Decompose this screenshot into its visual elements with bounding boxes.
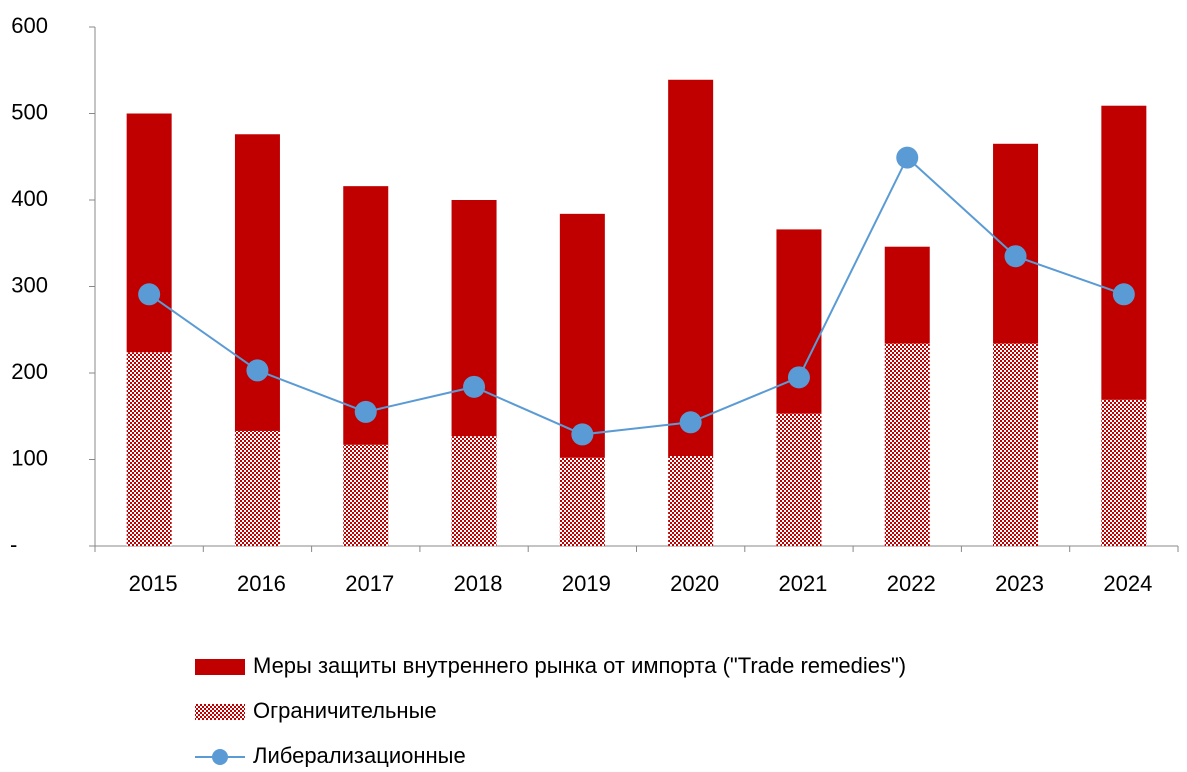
- bar-segment: [1101, 399, 1147, 546]
- bar-segment: [126, 113, 172, 353]
- bar-segment: [776, 413, 822, 546]
- y-tick-label: 500: [11, 99, 48, 124]
- y-tick-label: 300: [11, 272, 48, 297]
- x-tick-label: 2024: [1103, 571, 1152, 596]
- legend-label: Либерализационные: [253, 743, 466, 767]
- bar-segment: [559, 213, 605, 458]
- bar-segment: [559, 457, 605, 546]
- bar-segment: [126, 352, 172, 546]
- legend-swatch: [195, 704, 245, 720]
- line-point: [896, 146, 919, 169]
- line-point: [138, 283, 161, 306]
- bar-segment: [884, 343, 930, 546]
- x-tick-label: 2019: [562, 571, 611, 596]
- line-point: [354, 400, 377, 423]
- bar-segment: [234, 430, 280, 546]
- line-point: [463, 375, 486, 398]
- legend-label: Меры защиты внутреннего рынка от импорта…: [253, 653, 906, 678]
- x-tick-label: 2021: [778, 571, 827, 596]
- line-point: [787, 366, 810, 389]
- bar-segment: [234, 134, 280, 431]
- x-tick-label: 2016: [237, 571, 286, 596]
- legend-swatch: [195, 659, 245, 675]
- y-tick-label: 600: [11, 13, 48, 38]
- x-tick-label: 2020: [670, 571, 719, 596]
- bar-segment: [884, 246, 930, 344]
- bar-segment: [668, 456, 714, 546]
- x-tick-label: 2017: [345, 571, 394, 596]
- bar-segment: [1101, 105, 1147, 400]
- bar-segment: [993, 343, 1039, 546]
- x-tick-label: 2015: [129, 571, 178, 596]
- bar-segment: [451, 436, 497, 546]
- y-tick-label: -: [10, 532, 17, 557]
- line-point: [246, 359, 269, 382]
- x-tick-label: 2018: [454, 571, 503, 596]
- line-point: [1004, 245, 1027, 268]
- line-point: [571, 423, 594, 446]
- line-point: [679, 411, 702, 434]
- x-tick-label: 2023: [995, 571, 1044, 596]
- line-series: [148, 155, 1125, 436]
- y-tick-label: 400: [11, 186, 48, 211]
- legend-swatch: [212, 749, 228, 765]
- bar-segment: [993, 143, 1039, 344]
- bar-segment: [668, 79, 714, 457]
- y-tick-label: 200: [11, 359, 48, 384]
- bar-segment: [343, 444, 389, 546]
- legend-label: Ограничительные: [253, 698, 437, 723]
- bar-segment: [451, 200, 497, 437]
- line-point: [1112, 283, 1135, 306]
- y-tick-label: 100: [11, 445, 48, 470]
- x-tick-label: 2022: [887, 571, 936, 596]
